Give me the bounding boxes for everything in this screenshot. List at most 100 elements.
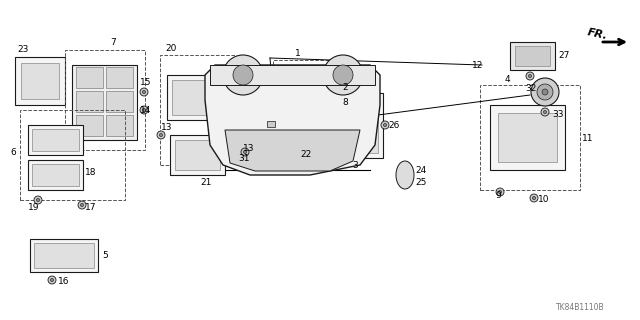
Bar — [72, 65, 137, 140]
Circle shape — [530, 194, 538, 202]
Circle shape — [223, 55, 263, 95]
Bar — [160, 55, 235, 165]
Text: 13: 13 — [161, 123, 173, 132]
Bar — [515, 46, 550, 66]
Bar — [241, 100, 280, 135]
Bar — [345, 93, 383, 158]
Circle shape — [526, 72, 534, 80]
Polygon shape — [205, 65, 380, 175]
Text: 10: 10 — [538, 196, 550, 204]
Text: 21: 21 — [200, 178, 211, 187]
Text: 22: 22 — [300, 149, 311, 158]
Bar — [65, 50, 145, 150]
Text: 33: 33 — [552, 109, 563, 118]
Ellipse shape — [396, 161, 414, 189]
Circle shape — [333, 65, 353, 85]
Circle shape — [531, 78, 559, 106]
Text: TK84B1110B: TK84B1110B — [556, 303, 604, 312]
Circle shape — [529, 75, 532, 78]
Bar — [20, 63, 60, 99]
Circle shape — [381, 121, 389, 129]
Bar — [31, 164, 79, 186]
Text: 16: 16 — [58, 277, 70, 286]
Text: 32: 32 — [525, 84, 536, 92]
Bar — [498, 113, 557, 162]
Text: 13: 13 — [243, 143, 255, 153]
Text: 2: 2 — [342, 83, 348, 92]
Text: 4: 4 — [505, 75, 511, 84]
Text: 14: 14 — [140, 106, 152, 115]
Circle shape — [143, 91, 146, 93]
Bar — [106, 91, 133, 111]
Circle shape — [243, 150, 246, 154]
Bar — [76, 67, 103, 87]
Text: 3: 3 — [352, 161, 358, 170]
Circle shape — [323, 55, 363, 95]
Bar — [490, 105, 565, 170]
Bar — [267, 121, 275, 127]
Bar — [170, 135, 225, 175]
Bar — [172, 80, 216, 115]
Circle shape — [496, 188, 504, 196]
Bar — [349, 98, 378, 154]
Bar — [235, 95, 285, 140]
Circle shape — [143, 108, 146, 112]
Bar — [28, 125, 83, 155]
Bar — [210, 65, 375, 85]
Text: 7: 7 — [110, 37, 116, 46]
Text: 31: 31 — [238, 154, 250, 163]
Circle shape — [383, 124, 387, 127]
Circle shape — [159, 133, 163, 137]
Circle shape — [542, 89, 548, 95]
Circle shape — [233, 65, 253, 85]
Text: 8: 8 — [342, 98, 348, 107]
Circle shape — [541, 108, 549, 116]
Text: 24: 24 — [415, 165, 426, 174]
Text: 27: 27 — [558, 51, 570, 60]
Text: 19: 19 — [28, 203, 40, 212]
Circle shape — [499, 190, 502, 194]
Circle shape — [140, 88, 148, 96]
Circle shape — [543, 110, 547, 114]
Bar — [273, 60, 341, 160]
Text: 11: 11 — [582, 133, 593, 142]
Bar — [76, 115, 103, 135]
Circle shape — [157, 131, 165, 139]
Bar — [510, 42, 555, 70]
Text: 5: 5 — [102, 252, 108, 260]
Polygon shape — [225, 130, 360, 171]
Circle shape — [36, 198, 40, 202]
Circle shape — [48, 276, 56, 284]
Bar — [106, 115, 133, 135]
Circle shape — [51, 278, 54, 282]
Text: 20: 20 — [165, 44, 177, 52]
Bar — [285, 99, 319, 143]
Bar — [167, 75, 222, 120]
Circle shape — [241, 148, 249, 156]
Circle shape — [140, 106, 148, 114]
Text: 23: 23 — [17, 44, 28, 53]
Text: 18: 18 — [85, 167, 97, 177]
Text: 1: 1 — [295, 49, 301, 58]
Bar — [15, 57, 65, 105]
Circle shape — [537, 84, 553, 100]
Circle shape — [81, 204, 84, 207]
Bar — [280, 93, 325, 148]
Text: FR.: FR. — [586, 27, 609, 41]
Bar — [175, 140, 220, 170]
Bar — [76, 91, 103, 111]
Circle shape — [532, 196, 536, 200]
Text: 12: 12 — [472, 60, 483, 69]
Circle shape — [34, 196, 42, 204]
Bar — [28, 160, 83, 190]
Circle shape — [78, 201, 86, 209]
Bar — [480, 85, 580, 190]
Text: 9: 9 — [495, 191, 500, 201]
Text: 6: 6 — [10, 148, 16, 156]
Text: 15: 15 — [140, 77, 152, 86]
Bar — [106, 67, 133, 87]
Text: 25: 25 — [415, 178, 426, 187]
Bar — [30, 239, 98, 272]
Bar — [34, 243, 94, 268]
Text: 26: 26 — [388, 121, 399, 130]
